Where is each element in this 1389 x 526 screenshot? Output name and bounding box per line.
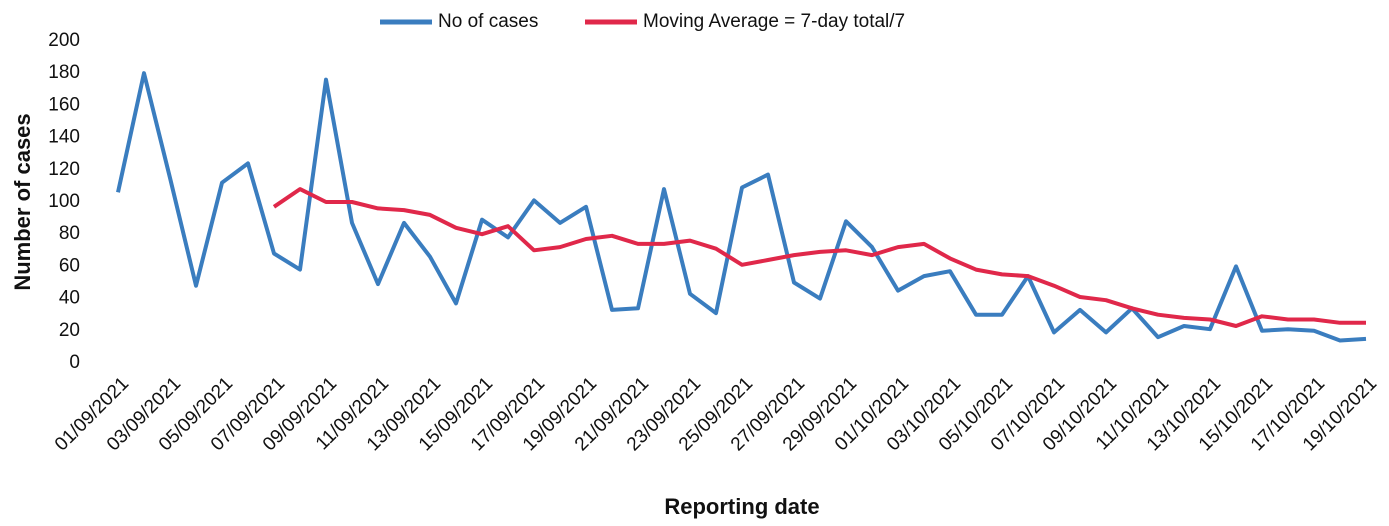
y-tick-label: 160 (48, 94, 80, 115)
legend-label: No of cases (438, 11, 538, 32)
series-line (272, 187, 1366, 328)
y-tick-label: 120 (48, 159, 80, 180)
y-tick-label: 60 (59, 255, 80, 276)
series-line (116, 71, 1367, 343)
y-tick-label: 80 (59, 223, 80, 244)
y-tick-label: 0 (69, 352, 80, 373)
y-tick-label: 100 (48, 191, 80, 212)
legend-label: Moving Average = 7-day total/7 (643, 11, 905, 32)
y-tick-label: 40 (59, 288, 80, 309)
y-tick-label: 180 (48, 62, 80, 83)
y-tick-label: 200 (48, 30, 80, 51)
x-axis-title: Reporting date (664, 494, 819, 519)
y-tick-label: 140 (48, 127, 80, 148)
y-axis-title: Number of cases (10, 113, 35, 290)
y-tick-label: 20 (59, 320, 80, 341)
